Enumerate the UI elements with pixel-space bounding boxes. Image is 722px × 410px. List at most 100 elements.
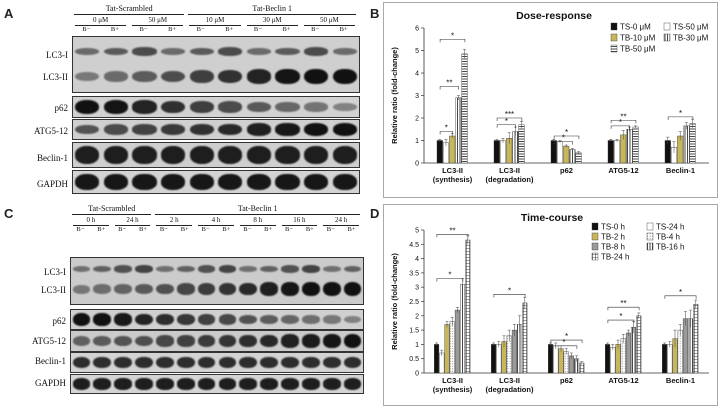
- protein-band: [114, 265, 132, 273]
- western-blot-time: Tat-Scrambled Tat-Beclin 1 0 h 24 h 2 h 4 h 8 …: [0, 200, 365, 409]
- chart-title: Time-course: [521, 212, 583, 224]
- category-label: LC3-II: [442, 166, 463, 175]
- y-tick-label: 4: [415, 71, 419, 78]
- protein-band: [218, 47, 243, 56]
- header-line-beclin: [155, 214, 360, 215]
- bar: [563, 145, 570, 164]
- significance-label: *: [565, 332, 568, 341]
- protein-band: [176, 283, 195, 295]
- header-line-scrambled: [72, 214, 152, 215]
- protein-band: [75, 174, 100, 190]
- protein-band: [114, 313, 132, 326]
- bar: [444, 324, 450, 374]
- lane-group-label: 50 μM: [320, 16, 339, 24]
- bar: [493, 140, 500, 164]
- lane-label: B−: [159, 226, 168, 233]
- bar: [558, 348, 564, 374]
- row-label: ATG5-12: [32, 336, 66, 346]
- lane-group-label: 2 h: [169, 216, 179, 224]
- protein-band: [93, 284, 112, 294]
- protein-band: [189, 70, 214, 83]
- category-label: LC3-II: [499, 376, 520, 385]
- protein-band: [189, 101, 214, 113]
- protein-band: [197, 314, 216, 325]
- lane-group-label: 10 μM: [205, 16, 225, 24]
- bar: [556, 141, 563, 164]
- protein-band: [189, 123, 214, 136]
- lane-group-label: 30 μM: [262, 16, 282, 24]
- protein-band: [197, 356, 216, 369]
- protein-band: [218, 174, 243, 190]
- protein-band: [160, 47, 186, 56]
- protein-band: [93, 265, 112, 273]
- bar: [683, 125, 690, 164]
- bar: [610, 347, 616, 374]
- row-label: LC3-II: [43, 72, 68, 82]
- protein-band: [281, 282, 299, 296]
- bar: [550, 140, 557, 164]
- row-label: LC3-II: [41, 285, 66, 295]
- legend-label: TB-30 μM: [673, 34, 709, 43]
- significance-label: *: [679, 288, 682, 297]
- category-label: ATG5-12: [608, 166, 638, 175]
- protein-band: [75, 146, 100, 164]
- protein-band: [218, 282, 237, 296]
- protein-band: [72, 265, 91, 273]
- blot-strip: [70, 352, 364, 373]
- protein-band: [281, 356, 299, 369]
- protein-band: [114, 356, 132, 369]
- lane-group-line: [73, 225, 109, 226]
- protein-band: [160, 146, 186, 164]
- category-label: p62: [560, 376, 573, 385]
- chart-dose-response-svg: Dose-response Relative ratio (fold-change…: [390, 10, 709, 184]
- category-label: Beclin-1: [666, 376, 695, 385]
- legend-label: TB-16 h: [656, 243, 684, 252]
- protein-band: [132, 47, 157, 56]
- lane-label: B−: [118, 226, 127, 233]
- protein-band: [189, 146, 214, 164]
- protein-band: [72, 378, 91, 390]
- category-sublabel: (degradation): [486, 385, 534, 394]
- protein-band: [189, 47, 214, 56]
- protein-band: [197, 335, 216, 347]
- protein-band: [239, 356, 258, 369]
- lane-label: B+: [97, 226, 106, 233]
- legend-swatch: [663, 22, 671, 31]
- y-tick-label: 3.5: [409, 270, 419, 277]
- protein-band: [275, 102, 300, 112]
- significance-bracket: [436, 278, 464, 282]
- protein-band: [132, 174, 157, 190]
- significance-bracket: [664, 295, 697, 299]
- bar: [522, 302, 528, 374]
- y-tick-label: 4.5: [409, 242, 419, 249]
- y-tick-label: 0.5: [409, 356, 419, 363]
- protein-band: [197, 283, 216, 295]
- protein-band: [103, 146, 129, 164]
- lane-group-label: 50 μM: [148, 16, 168, 24]
- legend-swatch: [591, 222, 599, 231]
- lane-label: B−: [139, 26, 148, 33]
- protein-band: [239, 282, 258, 296]
- lane-label: B+: [347, 226, 356, 233]
- bar: [569, 149, 576, 164]
- lane-label: B−: [76, 226, 85, 233]
- protein-band: [260, 314, 278, 325]
- significance-label: *: [619, 118, 622, 127]
- significance-bracket: [553, 141, 573, 145]
- y-tick-label: 6: [415, 26, 419, 33]
- protein-band: [343, 356, 362, 369]
- protein-band: [322, 281, 341, 297]
- category-label: ATG5-12: [608, 376, 638, 385]
- lane-label: B+: [110, 26, 119, 33]
- protein-band: [332, 47, 357, 56]
- protein-band: [301, 315, 320, 324]
- lane-label: B+: [222, 226, 231, 233]
- bar: [625, 332, 631, 374]
- protein-band: [176, 265, 195, 273]
- protein-band: [155, 356, 174, 369]
- protein-band: [160, 70, 186, 83]
- protein-band: [322, 378, 341, 390]
- legend-label: TS-24 h: [656, 223, 684, 232]
- protein-band: [103, 174, 129, 190]
- lane-group-line: [189, 25, 241, 26]
